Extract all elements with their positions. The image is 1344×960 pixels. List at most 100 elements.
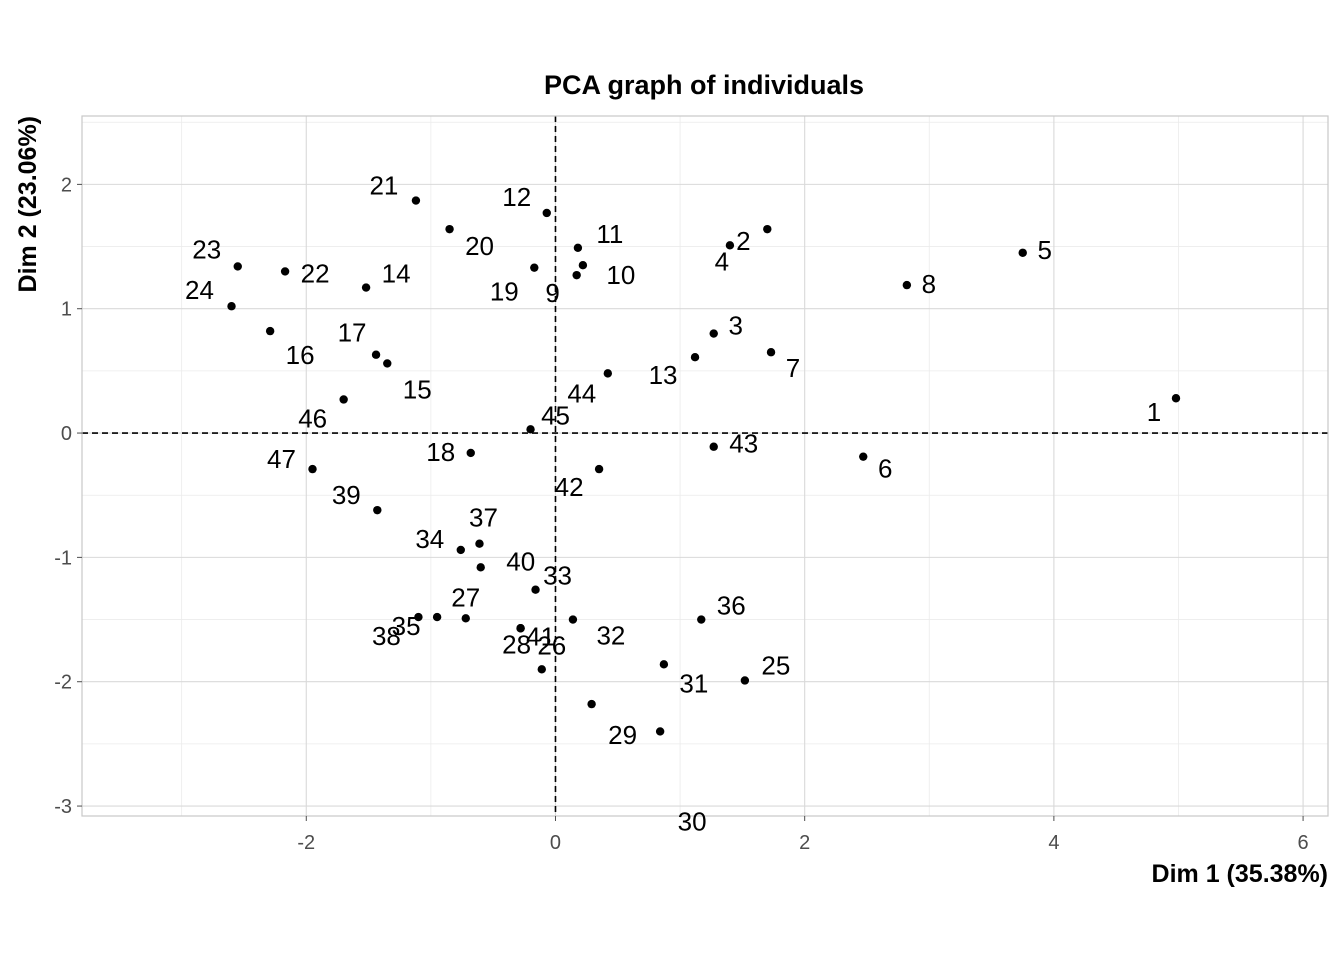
point-6 <box>859 452 868 461</box>
x-tick-label: -2 <box>297 832 315 854</box>
point-2 <box>763 224 772 234</box>
point-label-30: 30 <box>678 806 707 836</box>
point-label-40: 40 <box>506 546 535 576</box>
point-label-6: 6 <box>878 454 892 484</box>
point-5 <box>1018 248 1027 257</box>
point-32 <box>568 615 578 624</box>
point-9 <box>572 270 581 280</box>
point-label-39: 39 <box>332 480 361 510</box>
point-14 <box>361 283 371 292</box>
point-label-11: 11 <box>596 219 623 249</box>
minor-gridlines <box>82 116 1328 816</box>
point-3 <box>709 329 718 338</box>
point-43 <box>709 442 718 451</box>
point-label-33: 33 <box>543 561 572 591</box>
point-20 <box>445 224 454 234</box>
point-33 <box>531 585 540 594</box>
reference-lines <box>82 116 1328 816</box>
point-21 <box>411 196 421 205</box>
point-29 <box>587 699 596 709</box>
point-label-26: 26 <box>537 630 566 660</box>
point-label-21: 21 <box>369 171 398 201</box>
point-31 <box>659 660 669 669</box>
point-label-43: 43 <box>729 429 758 459</box>
point-36 <box>697 615 706 624</box>
point-12 <box>542 208 551 218</box>
point-37 <box>475 539 484 548</box>
point-39 <box>373 505 382 515</box>
point-41 <box>516 624 525 633</box>
y-tick-label: -2 <box>54 672 72 694</box>
point-24 <box>227 302 236 311</box>
point-label-28: 28 <box>502 629 531 659</box>
point-label-2: 2 <box>736 226 750 256</box>
point-27 <box>461 614 470 623</box>
point-label-34: 34 <box>415 524 444 554</box>
x-tick-label: 0 <box>550 832 561 854</box>
point-25 <box>740 676 750 685</box>
point-label-4: 4 <box>715 246 729 276</box>
point-15 <box>383 359 392 368</box>
x-tick-label: 2 <box>799 832 810 854</box>
chart-title: PCA graph of individuals <box>544 70 864 100</box>
point-label-31: 31 <box>679 668 708 698</box>
point-26 <box>537 665 546 674</box>
point-label-16: 16 <box>286 340 315 370</box>
major-gridlines <box>82 116 1328 816</box>
point-4 <box>725 241 735 250</box>
y-tick-label: 0 <box>61 423 72 445</box>
point-46 <box>339 395 348 404</box>
point-label-13: 13 <box>649 360 678 390</box>
y-tick-label: 1 <box>61 299 72 321</box>
point-label-14: 14 <box>382 259 411 289</box>
plot-panel-border <box>81 115 1329 817</box>
point-label-29: 29 <box>608 720 637 750</box>
data-points <box>227 196 1181 736</box>
point-label-36: 36 <box>717 591 746 621</box>
point-label-7: 7 <box>786 353 800 383</box>
point-10 <box>578 261 588 270</box>
point-label-25: 25 <box>761 650 790 680</box>
point-8 <box>902 280 912 290</box>
point-22 <box>280 267 290 276</box>
point-label-35: 35 <box>392 611 421 641</box>
point-label-12: 12 <box>502 182 531 212</box>
point-18 <box>466 448 475 458</box>
point-34 <box>456 545 465 555</box>
point-label-18: 18 <box>426 437 455 467</box>
x-axis-title: Dim 1 (35.38%) <box>1152 860 1328 888</box>
point-label-44: 44 <box>567 378 596 408</box>
point-label-37: 37 <box>469 503 498 533</box>
y-tick-label: -1 <box>54 547 72 569</box>
point-35 <box>432 612 442 622</box>
point-30 <box>655 727 665 736</box>
point-label-15: 15 <box>403 374 432 404</box>
point-47 <box>308 464 317 474</box>
point-label-47: 47 <box>267 444 296 474</box>
point-38 <box>414 612 423 622</box>
point-label-1: 1 <box>1147 397 1161 427</box>
point-40 <box>476 563 485 572</box>
point-label-46: 46 <box>298 403 327 433</box>
point-7 <box>766 348 776 357</box>
point-17 <box>371 350 381 359</box>
point-16 <box>265 326 275 336</box>
point-label-8: 8 <box>922 269 936 299</box>
y-axis-title: Dim 2 (23.06%) <box>14 116 42 292</box>
y-tick-label: -3 <box>54 796 72 818</box>
y-tick-label: 2 <box>61 174 72 196</box>
point-label-24: 24 <box>185 275 214 305</box>
point-label-32: 32 <box>596 621 625 651</box>
point-label-42: 42 <box>555 472 584 502</box>
x-tick-label: 6 <box>1298 832 1309 854</box>
point-19 <box>530 263 539 272</box>
point-label-20: 20 <box>465 231 494 261</box>
point-42 <box>594 464 604 474</box>
point-label-9: 9 <box>545 278 559 308</box>
point-44 <box>603 369 613 378</box>
point-label-45: 45 <box>541 400 570 430</box>
point-label-38: 38 <box>372 621 401 651</box>
